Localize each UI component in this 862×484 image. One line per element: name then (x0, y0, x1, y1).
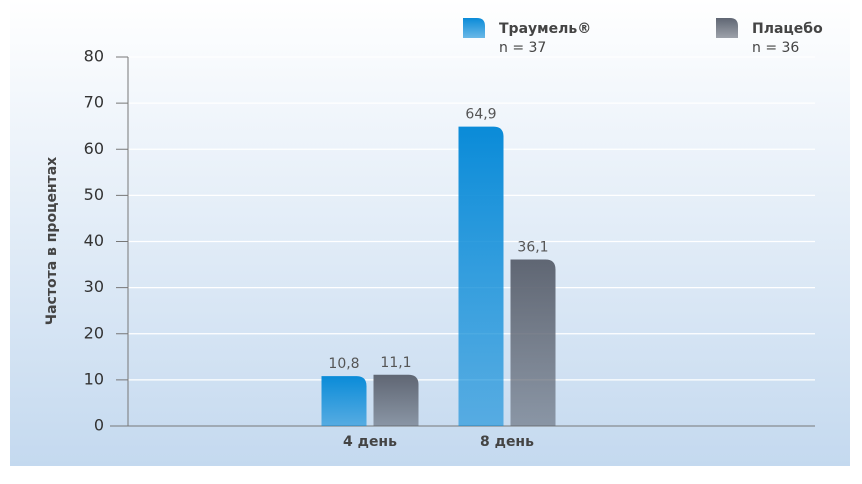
legend-note: n = 37 (499, 40, 546, 56)
bar (373, 374, 419, 426)
y-tick-label: 0 (94, 416, 104, 435)
bar (458, 126, 504, 427)
y-tick-label: 50 (84, 185, 104, 204)
x-tick-label: 8 день (480, 434, 534, 450)
y-tick-label: 60 (84, 139, 104, 158)
value-label: 64,9 (465, 107, 496, 123)
y-tick-label: 20 (84, 323, 104, 342)
value-label: 36,1 (517, 239, 548, 255)
y-tick-label: 80 (84, 47, 104, 66)
legend-swatch (463, 18, 485, 38)
x-tick-label: 4 день (343, 434, 397, 450)
value-label: 10,8 (328, 356, 359, 372)
bar (510, 259, 556, 426)
y-tick-label: 10 (84, 369, 104, 388)
legend-label: Траумель® (499, 21, 591, 37)
plot-background (10, 0, 850, 466)
legend-label: Плацебо (752, 21, 823, 37)
y-tick-label: 30 (84, 277, 104, 296)
y-tick-label: 40 (84, 231, 104, 250)
value-label: 11,1 (380, 355, 411, 371)
bar (321, 376, 367, 426)
y-tick-label: 70 (84, 93, 104, 112)
legend-note: n = 36 (752, 40, 799, 56)
y-axis-label: Частота в процентах (44, 157, 60, 325)
legend-swatch (716, 18, 738, 38)
